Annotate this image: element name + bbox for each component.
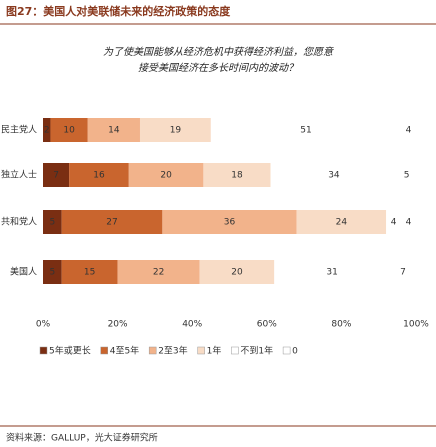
bar-segment <box>139 118 211 142</box>
x-tick-label: 100% <box>403 320 429 330</box>
value-label: 10 <box>63 126 75 136</box>
legend-swatch <box>148 346 157 355</box>
value-label: 19 <box>170 126 182 136</box>
bar-segment <box>43 118 51 142</box>
subtitle: 为了使美国能够从经济危机中获得经济利益，您愿意 <box>103 46 334 58</box>
x-tick-label: 40% <box>182 320 202 330</box>
bar-segment <box>117 260 200 284</box>
y-tick-label: 独立人士 <box>1 169 37 181</box>
legend-label: 0 <box>292 347 298 357</box>
y-tick-label: 共和党人 <box>1 216 37 228</box>
y-tick-label: 美国人 <box>10 266 37 278</box>
legend-label: 2至3年 <box>158 345 187 357</box>
subtitle: 接受美国经济在多长时间内的波动？ <box>138 62 298 74</box>
value-label: 7 <box>53 171 59 181</box>
value-label: 4 <box>406 218 412 228</box>
bar-segment <box>210 118 402 142</box>
legend-label: 1年 <box>207 345 222 357</box>
bar-segment <box>87 118 140 142</box>
bar-segment <box>61 210 163 234</box>
value-label: 20 <box>231 268 243 278</box>
value-label: 36 <box>224 218 236 228</box>
bar-segment <box>61 260 118 284</box>
bar-segment <box>397 163 416 187</box>
x-tick-label: 60% <box>257 320 277 330</box>
bar-segment <box>43 260 62 284</box>
value-label: 24 <box>336 218 348 228</box>
value-label: 27 <box>106 218 117 228</box>
bar-segment <box>128 163 204 187</box>
bar-segment <box>401 210 416 234</box>
value-label: 18 <box>231 171 243 181</box>
value-label: 5 <box>404 171 410 181</box>
value-label: 5 <box>49 268 55 278</box>
value-label: 2 <box>44 126 50 136</box>
chart-title: 图27：美国人对美联储未来的经济政策的态度 <box>6 4 231 18</box>
value-label: 34 <box>328 171 340 181</box>
bar-segment <box>203 163 271 187</box>
legend-swatch <box>39 346 48 355</box>
source: 资料来源：GALLUP，光大证券研究所 <box>6 432 158 444</box>
bar-segment <box>69 163 129 187</box>
legend-label: 不到1年 <box>240 345 273 357</box>
value-label: 16 <box>93 171 105 181</box>
legend-swatch <box>100 346 108 355</box>
value-label: 4 <box>391 218 397 228</box>
x-tick-label: 80% <box>331 320 351 330</box>
value-label: 14 <box>108 126 120 136</box>
bar-segment <box>274 260 390 284</box>
bar-segment <box>43 163 70 187</box>
bar-segment <box>401 118 416 142</box>
bar-segment <box>296 210 387 234</box>
value-label: 51 <box>300 126 311 136</box>
bar-segment <box>386 210 402 234</box>
x-tick-label: 20% <box>108 320 128 330</box>
bar-segment <box>43 210 62 234</box>
value-label: 7 <box>400 268 406 278</box>
y-tick-label: 民主党人 <box>1 124 37 136</box>
bar-segment <box>389 260 416 284</box>
bar-segment <box>270 163 398 187</box>
value-label: 4 <box>406 126 412 136</box>
value-label: 5 <box>49 218 55 228</box>
legend-swatch <box>197 346 205 355</box>
x-tick-label: 0% <box>36 320 51 330</box>
value-label: 20 <box>160 171 172 181</box>
value-label: 31 <box>326 268 337 278</box>
bar-segment <box>199 260 275 284</box>
bar-segment <box>50 118 88 142</box>
legend-label: 4至5年 <box>110 345 139 357</box>
legend-swatch <box>231 346 239 355</box>
legend-label: 5年或更长 <box>49 345 91 357</box>
value-label: 15 <box>84 268 95 278</box>
value-label: 22 <box>153 268 164 278</box>
legend-swatch <box>282 346 291 355</box>
bar-segment <box>162 210 297 234</box>
